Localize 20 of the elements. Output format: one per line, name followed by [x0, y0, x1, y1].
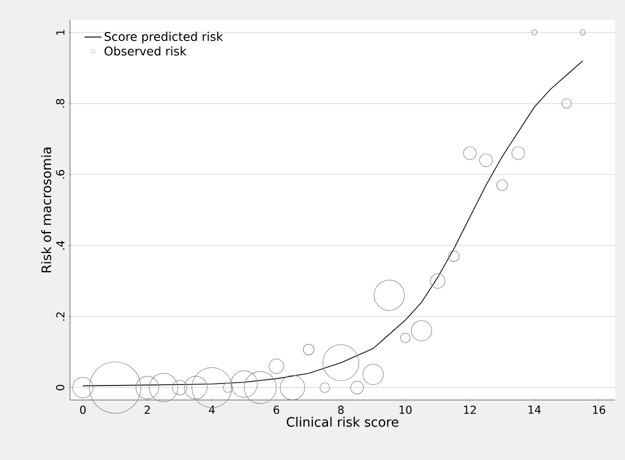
- x-tick-label: 10: [400, 406, 412, 414]
- line-series: [82, 60, 584, 386]
- x-tick-label: 12: [464, 406, 476, 414]
- y-tick-label: .2: [56, 312, 64, 321]
- legend-label: Score predicted risk: [104, 32, 224, 44]
- x-tick-label: 8: [338, 406, 344, 414]
- y-tick-label: .6: [56, 170, 64, 179]
- x-tick-label: 2: [144, 406, 150, 414]
- x-tick-label: 16: [593, 406, 606, 414]
- legend-label: Observed risk: [104, 46, 187, 56]
- y-tick-label: 1: [56, 30, 64, 35]
- y-tick-label: .4: [56, 240, 64, 250]
- y-tick-label: 0: [56, 384, 64, 390]
- x-tick-label: 14: [528, 406, 541, 414]
- x-tick-label: 6: [274, 406, 280, 414]
- x-axis-title: Clinical risk score: [286, 416, 398, 427]
- x-tick-label: 4: [208, 406, 215, 414]
- y-axis-title: Risk of macrosomia: [41, 148, 52, 272]
- y-tick-label: .8: [56, 98, 64, 108]
- x-tick-label: 0: [80, 406, 86, 414]
